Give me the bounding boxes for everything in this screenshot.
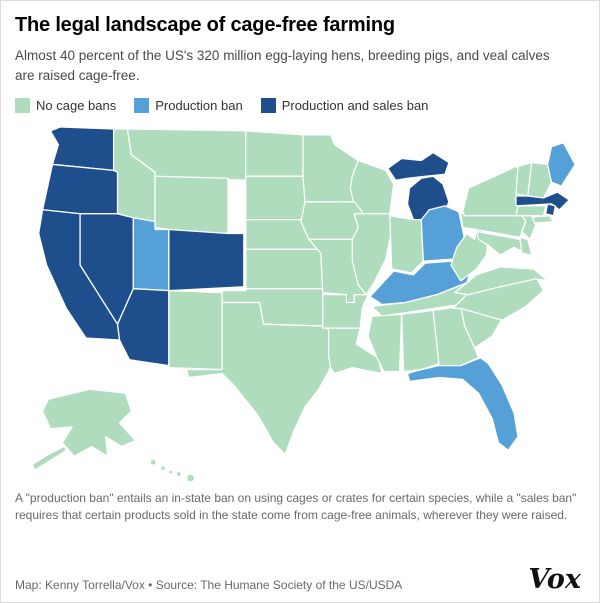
legend-swatch-production-ban (134, 98, 150, 114)
legend-item-production-ban: Production ban (134, 98, 243, 114)
state-AK-aleutians (32, 445, 67, 471)
state-NM (168, 290, 223, 371)
state-OR (41, 163, 119, 215)
state-MI-upper-peninsula (387, 152, 450, 181)
state-AL (400, 309, 440, 373)
footnote: A "production ban" entails an in-state b… (15, 491, 577, 522)
chart-title: The legal landscape of cage-free farming (15, 14, 395, 36)
state-MA (515, 191, 570, 211)
state-IN (389, 215, 424, 274)
state-WY (154, 175, 229, 235)
state-DE (519, 236, 533, 256)
credit-line: Map: Kenny Torrella/Vox • Source: The Hu… (15, 578, 403, 592)
legend-item-no-cage-bans: No cage bans (15, 98, 117, 114)
legend-item-production-and-sales-ban: Production and sales ban (260, 98, 429, 114)
bottom-row: Map: Kenny Torrella/Vox • Source: The Hu… (15, 562, 585, 595)
legend-label-production-and-sales-ban: Production and sales ban (281, 98, 429, 114)
state-HI-island (149, 458, 157, 466)
state-LA (327, 327, 383, 375)
state-KS (245, 248, 324, 290)
state-ME (546, 142, 576, 187)
state-ND (245, 130, 306, 178)
legend-swatch-production-and-sales-ban (260, 98, 276, 114)
state-HI-island (175, 471, 182, 478)
state-CO (168, 229, 245, 292)
state-WA (49, 126, 115, 172)
state-MN (302, 134, 359, 203)
state-NJ (521, 215, 537, 241)
state-FL (406, 357, 519, 452)
state-RI (544, 203, 557, 217)
state-OH (420, 205, 466, 262)
legend: No cage bans Production ban Production a… (15, 98, 585, 114)
state-AK (41, 388, 136, 458)
legend-label-production-ban: Production ban (155, 98, 243, 114)
state-SD (245, 175, 308, 221)
chart-subtitle: Almost 40 percent of the US's 320 millio… (15, 48, 550, 83)
state-HI-island (168, 469, 174, 475)
legend-label-no-cage-bans: No cage bans (36, 98, 117, 114)
state-IA (300, 201, 363, 241)
state-HI-island (185, 473, 196, 483)
state-VA (454, 266, 549, 296)
vox-logo: Vox (528, 563, 581, 595)
state-HI-island (159, 465, 167, 472)
us-choropleth-map (15, 119, 587, 486)
state-TX (185, 301, 332, 456)
state-NH (527, 161, 553, 199)
state-AR (322, 294, 369, 329)
state-CT (515, 205, 547, 217)
legend-swatch-no-cage-bans (15, 98, 30, 114)
